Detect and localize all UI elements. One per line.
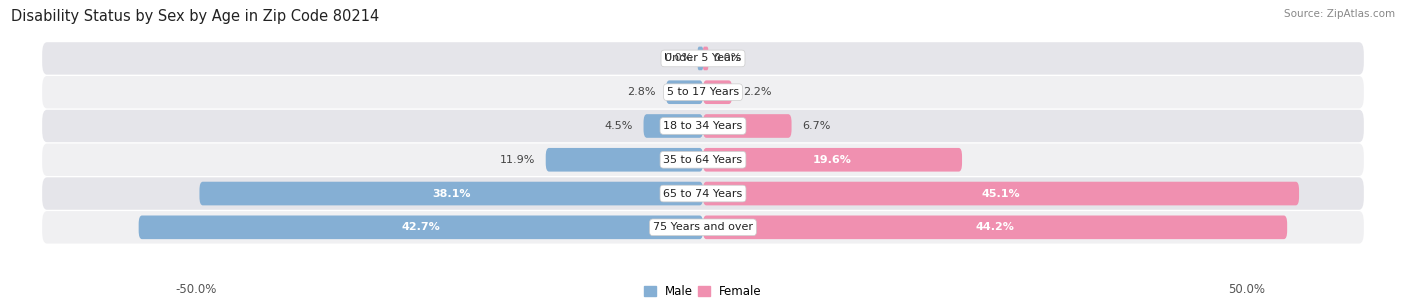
FancyBboxPatch shape xyxy=(703,182,1299,206)
Text: 45.1%: 45.1% xyxy=(981,188,1021,199)
Text: 2.2%: 2.2% xyxy=(742,87,770,97)
Text: 38.1%: 38.1% xyxy=(432,188,471,199)
Text: 11.9%: 11.9% xyxy=(499,155,536,165)
Legend: Male, Female: Male, Female xyxy=(640,281,766,303)
FancyBboxPatch shape xyxy=(42,110,1364,142)
FancyBboxPatch shape xyxy=(42,76,1364,109)
Text: 75 Years and over: 75 Years and over xyxy=(652,222,754,232)
Text: Disability Status by Sex by Age in Zip Code 80214: Disability Status by Sex by Age in Zip C… xyxy=(11,9,380,24)
Text: 18 to 34 Years: 18 to 34 Years xyxy=(664,121,742,131)
Text: Under 5 Years: Under 5 Years xyxy=(665,54,741,64)
FancyBboxPatch shape xyxy=(42,143,1364,176)
FancyBboxPatch shape xyxy=(42,177,1364,210)
Text: 35 to 64 Years: 35 to 64 Years xyxy=(664,155,742,165)
FancyBboxPatch shape xyxy=(703,148,962,171)
FancyBboxPatch shape xyxy=(42,42,1364,75)
Text: 50.0%: 50.0% xyxy=(1229,283,1265,296)
Text: 44.2%: 44.2% xyxy=(976,222,1015,232)
Text: 2.8%: 2.8% xyxy=(627,87,655,97)
Text: -50.0%: -50.0% xyxy=(176,283,217,296)
Text: 6.7%: 6.7% xyxy=(801,121,831,131)
Text: 5 to 17 Years: 5 to 17 Years xyxy=(666,87,740,97)
FancyBboxPatch shape xyxy=(666,80,703,104)
Text: 65 to 74 Years: 65 to 74 Years xyxy=(664,188,742,199)
FancyBboxPatch shape xyxy=(697,47,703,70)
FancyBboxPatch shape xyxy=(703,114,792,138)
Text: 4.5%: 4.5% xyxy=(605,121,633,131)
Text: Source: ZipAtlas.com: Source: ZipAtlas.com xyxy=(1284,9,1395,19)
Text: 19.6%: 19.6% xyxy=(813,155,852,165)
FancyBboxPatch shape xyxy=(644,114,703,138)
FancyBboxPatch shape xyxy=(703,80,733,104)
Text: 42.7%: 42.7% xyxy=(402,222,440,232)
FancyBboxPatch shape xyxy=(42,211,1364,244)
Text: 0.0%: 0.0% xyxy=(714,54,742,64)
FancyBboxPatch shape xyxy=(703,47,709,70)
FancyBboxPatch shape xyxy=(546,148,703,171)
FancyBboxPatch shape xyxy=(200,182,703,206)
FancyBboxPatch shape xyxy=(139,216,703,239)
Text: 0.0%: 0.0% xyxy=(664,54,692,64)
FancyBboxPatch shape xyxy=(703,216,1286,239)
